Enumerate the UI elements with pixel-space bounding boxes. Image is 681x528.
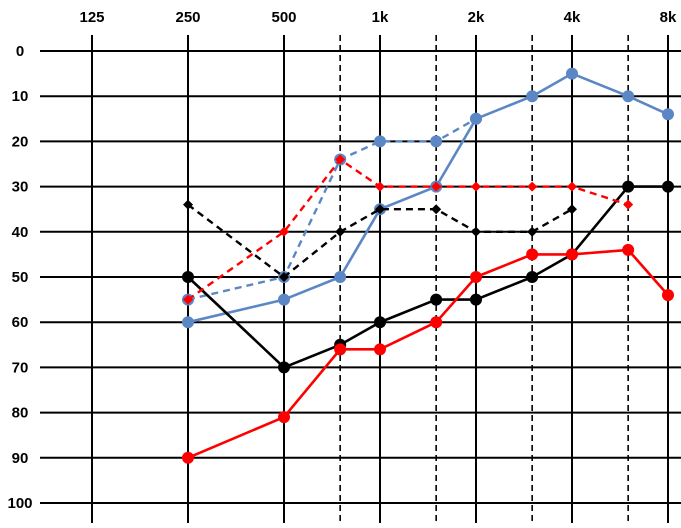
series-0-point [622, 90, 635, 103]
series-5-point [623, 199, 634, 210]
series-4-point [566, 248, 578, 261]
series-3-line [187, 203, 573, 279]
y-tick-label-40: 40 [12, 224, 29, 241]
series-0-point [334, 271, 347, 283]
series-layer [182, 67, 674, 464]
series-4-point [662, 289, 674, 302]
series-0-line [187, 72, 669, 324]
series-1-point [470, 112, 482, 125]
series-5-point [335, 154, 346, 165]
x-tick-label-4k: 4k [564, 9, 581, 26]
series-4-point [622, 243, 635, 256]
grid [40, 35, 681, 523]
series-4 [182, 243, 674, 464]
series-3-point [527, 226, 538, 237]
series-5-point [375, 181, 385, 192]
series-4-line [187, 248, 669, 459]
series-2-point [622, 180, 635, 193]
y-tick-label-100: 100 [7, 495, 32, 512]
series-3-point [279, 272, 289, 282]
series-0 [182, 67, 674, 329]
series-4-point [526, 248, 539, 261]
series-3-point [431, 204, 442, 215]
series-2-point [470, 293, 482, 306]
x-tick-label-250: 250 [175, 9, 200, 26]
y-tick-label-50: 50 [12, 269, 29, 286]
series-4-point [430, 316, 443, 329]
series-0-point [662, 108, 674, 121]
series-5-point [279, 226, 289, 237]
x-tick-label-2k: 2k [468, 9, 485, 26]
series-3 [183, 199, 577, 282]
series-3-point [375, 204, 385, 215]
series-0-point [526, 90, 539, 103]
series-5-point [471, 181, 481, 192]
series-3-point [183, 199, 193, 210]
series-1-point [430, 135, 443, 148]
y-tick-label-70: 70 [12, 359, 29, 376]
series-0-point [182, 316, 194, 329]
series-4-point [374, 343, 386, 356]
series-1-line [187, 117, 477, 301]
y-tick-label-80: 80 [12, 405, 29, 422]
series-2-point [662, 180, 674, 193]
series-2-point [374, 316, 386, 329]
series-2-point [526, 271, 539, 283]
series-2-point [430, 293, 443, 306]
series-5-point [183, 294, 193, 305]
series-5-point [527, 181, 538, 192]
x-tick-label-125: 125 [79, 9, 104, 26]
y-tick-label-10: 10 [12, 88, 29, 105]
series-0-point [278, 293, 290, 306]
series-1-point [374, 135, 386, 148]
series-4-point [470, 271, 482, 283]
series-4-point [278, 411, 290, 424]
x-tick-label-500: 500 [271, 9, 296, 26]
y-tick-label-0: 0 [16, 43, 24, 60]
y-axis-tick-labels: 0 10 20 30 40 50 60 70 80 90 100 [7, 43, 32, 512]
y-tick-label-90: 90 [12, 450, 29, 467]
series-5-line [187, 158, 629, 301]
x-tick-label-8k: 8k [660, 9, 677, 26]
series-5 [183, 154, 634, 305]
series-3-point [335, 226, 346, 237]
series-3-point [471, 226, 481, 237]
series-5-point [431, 181, 442, 192]
series-2-point [278, 361, 290, 374]
y-tick-label-60: 60 [12, 314, 29, 331]
series-5-point [567, 181, 577, 192]
series-4-point [182, 451, 194, 464]
series-0-point [566, 67, 578, 80]
y-tick-label-20: 20 [12, 133, 29, 150]
y-tick-label-30: 30 [12, 179, 29, 196]
x-tick-label-1k: 1k [372, 9, 389, 26]
series-3-point [567, 204, 577, 215]
series-2-point [182, 271, 194, 283]
x-axis-tick-labels: 125 250 500 1k 2k 4k 8k [79, 9, 677, 26]
series-4-point [334, 343, 347, 356]
